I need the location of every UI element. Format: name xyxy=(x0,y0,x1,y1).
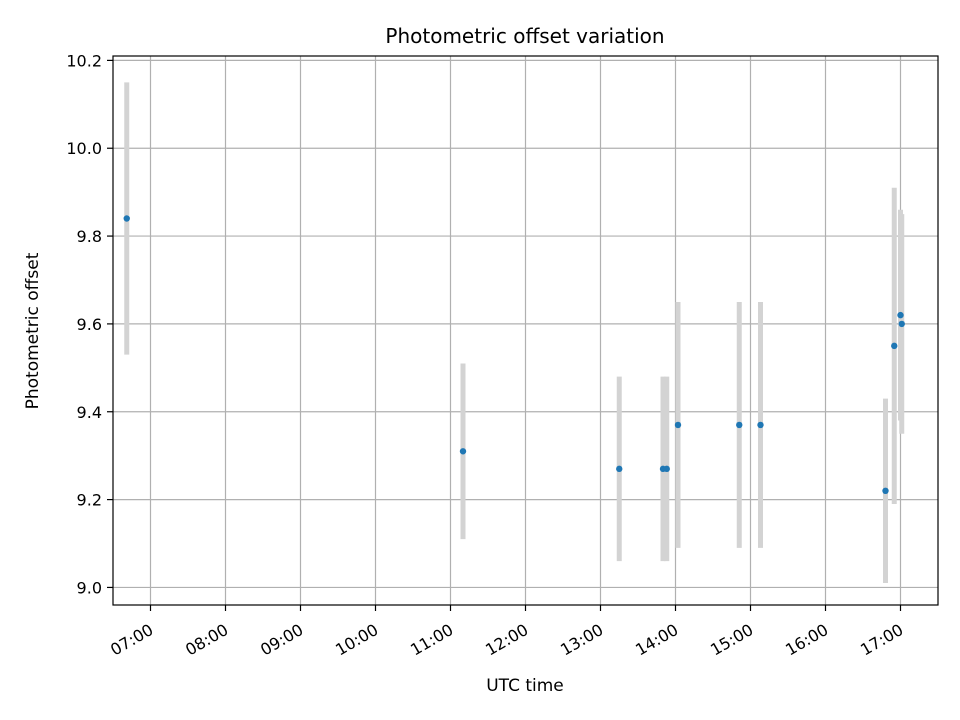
data-point xyxy=(897,311,904,319)
y-tick-label: 9.2 xyxy=(77,491,102,510)
data-points xyxy=(123,215,905,495)
data-point xyxy=(674,421,682,429)
chart-title: Photometric offset variation xyxy=(385,24,664,48)
y-tick-label: 10.0 xyxy=(66,139,102,158)
grid xyxy=(113,56,938,605)
data-point xyxy=(898,320,905,328)
data-point xyxy=(882,487,889,495)
data-point xyxy=(891,342,898,350)
data-point xyxy=(616,465,623,473)
y-tick-label: 9.4 xyxy=(77,403,102,422)
y-tick-label: 9.8 xyxy=(77,227,102,246)
data-point xyxy=(736,421,743,429)
y-tick-label: 10.2 xyxy=(66,51,102,70)
y-axis-ticks: 9.0 9.2 9.4 9.6 9.8 10.0 10.2 xyxy=(66,51,113,597)
x-axis-label: UTC time xyxy=(486,676,564,696)
data-point xyxy=(663,465,670,473)
data-point xyxy=(123,215,130,222)
data-point xyxy=(757,421,764,429)
y-tick-label: 9.0 xyxy=(77,578,102,597)
data-point xyxy=(459,448,467,455)
y-axis-label: Photometric offset xyxy=(23,252,43,409)
y-tick-label: 9.6 xyxy=(77,315,102,334)
